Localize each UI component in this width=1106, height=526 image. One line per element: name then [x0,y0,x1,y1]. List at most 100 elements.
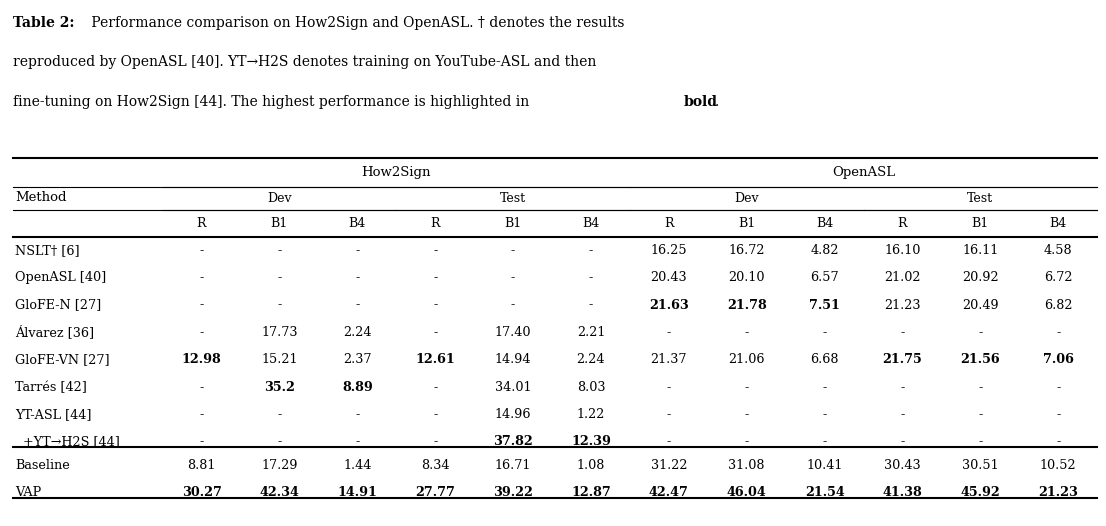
Text: -: - [278,408,282,421]
Text: 2.21: 2.21 [576,326,605,339]
Text: 21.37: 21.37 [650,353,687,366]
Text: -: - [199,436,204,448]
Text: 8.81: 8.81 [187,459,216,472]
Text: 37.82: 37.82 [493,436,533,448]
Text: 14.96: 14.96 [494,408,531,421]
Text: -: - [1056,436,1061,448]
Text: -: - [434,299,437,311]
Text: -: - [355,299,359,311]
Text: -: - [744,436,749,448]
Text: 16.72: 16.72 [729,244,765,257]
Text: -: - [434,271,437,284]
Text: -: - [434,381,437,393]
Text: GloFE-N [27]: GloFE-N [27] [15,299,102,311]
Text: -: - [355,271,359,284]
Text: 12.87: 12.87 [571,486,611,499]
Text: -: - [278,299,282,311]
Text: 17.40: 17.40 [494,326,531,339]
Text: R: R [898,217,907,230]
Text: B1: B1 [271,217,288,230]
Text: -: - [900,326,905,339]
Text: 16.71: 16.71 [494,459,531,472]
Text: 35.2: 35.2 [264,381,295,393]
Text: bold: bold [684,95,718,109]
Text: OpenASL: OpenASL [832,166,895,179]
Text: NSLT† [6]: NSLT† [6] [15,244,80,257]
Text: -: - [199,326,204,339]
Text: 6.57: 6.57 [811,271,838,284]
Text: 16.25: 16.25 [650,244,687,257]
Text: .: . [714,95,719,109]
Text: -: - [823,381,826,393]
Text: Tarrés [42]: Tarrés [42] [15,381,87,393]
Text: -: - [199,381,204,393]
Text: -: - [199,408,204,421]
Text: 8.03: 8.03 [576,381,605,393]
Text: B4: B4 [1050,217,1067,230]
Text: Test: Test [500,192,526,205]
Text: 21.54: 21.54 [805,486,845,499]
Text: 31.22: 31.22 [650,459,687,472]
Text: 31.08: 31.08 [729,459,765,472]
Text: 16.10: 16.10 [885,244,920,257]
Text: 30.51: 30.51 [962,459,999,472]
Text: 7.51: 7.51 [810,299,839,311]
Text: B1: B1 [972,217,989,230]
Text: -: - [1056,408,1061,421]
Text: reproduced by OpenASL [40]. YT→H2S denotes training on YouTube-ASL and then: reproduced by OpenASL [40]. YT→H2S denot… [13,55,596,69]
Text: 27.77: 27.77 [415,486,455,499]
Text: 39.22: 39.22 [493,486,533,499]
Text: -: - [744,381,749,393]
Text: 1.44: 1.44 [343,459,372,472]
Text: -: - [355,408,359,421]
Text: -: - [511,299,515,311]
Text: 42.47: 42.47 [649,486,689,499]
Text: -: - [744,408,749,421]
Text: -: - [588,271,593,284]
Text: 45.92: 45.92 [960,486,1000,499]
Text: 14.91: 14.91 [337,486,377,499]
Text: -: - [1056,326,1061,339]
Text: -: - [278,271,282,284]
Text: B1: B1 [738,217,755,230]
Text: 21.56: 21.56 [960,353,1000,366]
Text: 4.58: 4.58 [1044,244,1073,257]
Text: How2Sign: How2Sign [362,166,431,179]
Text: -: - [434,244,437,257]
Text: -: - [511,271,515,284]
Text: 7.06: 7.06 [1043,353,1074,366]
Text: -: - [667,408,671,421]
Text: 12.39: 12.39 [571,436,611,448]
Text: 1.08: 1.08 [576,459,605,472]
Text: 21.23: 21.23 [884,299,920,311]
Text: Baseline: Baseline [15,459,71,472]
Text: 30.43: 30.43 [884,459,921,472]
Text: 46.04: 46.04 [727,486,766,499]
Text: -: - [511,244,515,257]
Text: -: - [823,326,826,339]
Text: 1.22: 1.22 [576,408,605,421]
Text: -: - [900,436,905,448]
Text: 14.94: 14.94 [494,353,531,366]
Text: R: R [664,217,674,230]
Text: -: - [667,381,671,393]
Text: 21.06: 21.06 [729,353,765,366]
Text: -: - [199,271,204,284]
Text: R: R [197,217,207,230]
Text: 21.02: 21.02 [884,271,920,284]
Text: VAP: VAP [15,486,42,499]
Text: Test: Test [968,192,993,205]
Text: 21.78: 21.78 [727,299,766,311]
Text: fine-tuning on How2Sign [44]. The highest performance is highlighted in: fine-tuning on How2Sign [44]. The highes… [13,95,534,109]
Text: -: - [278,436,282,448]
Text: Dev: Dev [267,192,292,205]
Text: +YT→H2S [44]: +YT→H2S [44] [15,436,121,448]
Text: YT-ASL [44]: YT-ASL [44] [15,408,92,421]
Text: Table 2:: Table 2: [13,16,75,30]
Text: -: - [199,244,204,257]
Text: -: - [978,436,982,448]
Text: OpenASL [40]: OpenASL [40] [15,271,107,284]
Text: 16.11: 16.11 [962,244,999,257]
Text: 20.49: 20.49 [962,299,999,311]
Text: B4: B4 [582,217,599,230]
